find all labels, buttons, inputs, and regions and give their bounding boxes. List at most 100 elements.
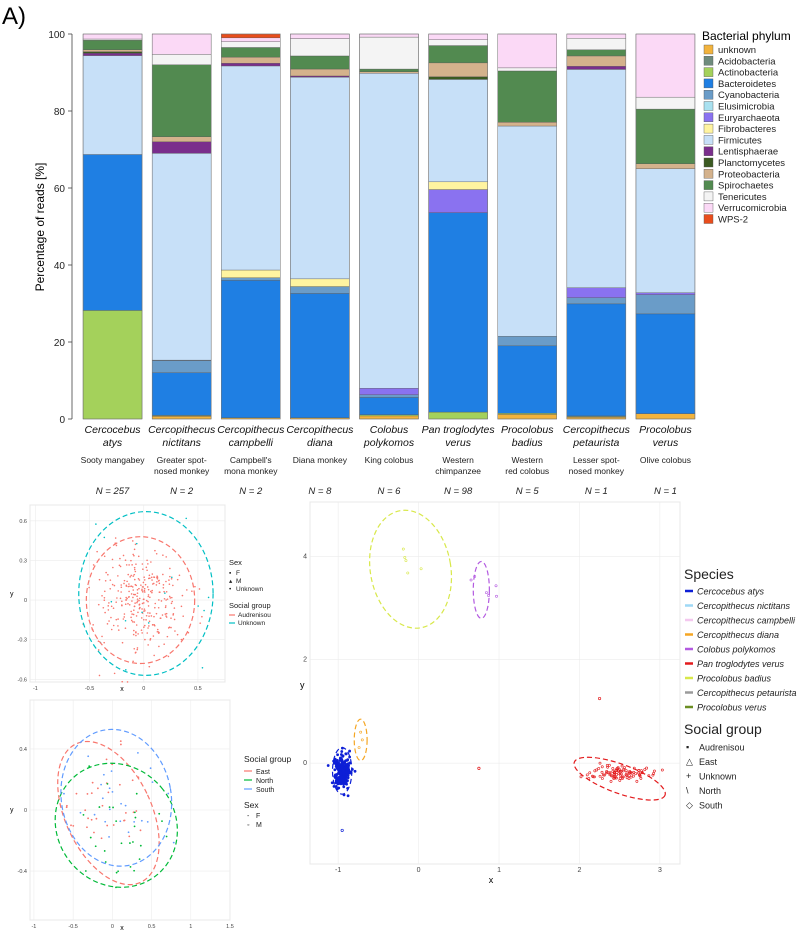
panel-b-point-audrenisou — [142, 581, 145, 584]
common-name-cercopithecus-nictitans-0: Greater spot- — [157, 455, 207, 465]
panel-c-ytick-0.4: 0.4 — [19, 747, 27, 753]
legend-label-spirochaetes: Spirochaetes — [718, 181, 774, 192]
panel-c-legend-sex-symbol-1: ◦ — [247, 822, 249, 829]
bar-cercopithecus-campbelli-bacteroidetes — [221, 280, 281, 419]
panel-d-point-cercocebus-atys — [336, 780, 340, 784]
panel-d-point-cercocebus-atys — [344, 780, 348, 784]
panel-b-point-audrenisou — [138, 599, 140, 602]
bar-cercopithecus-diana-cyanobacteria — [290, 286, 350, 294]
common-name-cercopithecus-petaurista-1: nosed monkey — [569, 466, 625, 476]
panel-c-point-north — [133, 869, 136, 872]
panel-c-point-east — [93, 831, 95, 834]
panel-b-point-audrenisou — [151, 573, 154, 575]
species-label-cercopithecus-diana-1: Cercopithecus — [286, 424, 354, 436]
panel-c-point-north — [84, 870, 87, 872]
bar-cercopithecus-campbelli-lentisphaerae — [221, 63, 281, 67]
common-name-colobus-polykomos-0: King colobus — [365, 455, 414, 465]
panel-b-point-audrenisou — [166, 598, 169, 600]
bar-colobus-polykomos-euryarchaeota — [359, 388, 419, 395]
panel-b-point-audrenisou — [143, 589, 146, 592]
panel-d-point-procolobus-badius — [419, 567, 423, 571]
bar-pan-troglodytes-verus-tenericutes — [428, 39, 488, 46]
panel-d-legend-group-south: South — [699, 801, 723, 811]
panel-b-point-audrenisou — [110, 628, 113, 631]
panel-d-point-pan-troglodytes-verus — [601, 773, 605, 777]
panel-d-point-cercocebus-atys — [342, 773, 346, 776]
panel-b-point-audrenisou — [163, 590, 165, 593]
bar-outline-cercopithecus-petaurista — [566, 33, 627, 420]
panel-c-point-north — [129, 865, 132, 868]
panel-d-point-pan-troglodytes-verus — [653, 769, 656, 773]
panel-d-point-pan-troglodytes-verus — [591, 774, 594, 778]
panel-b-point-audrenisou — [136, 598, 139, 600]
legend-label-planctomycetes: Planctomycetes — [718, 158, 785, 169]
panel-b-point-audrenisou — [148, 574, 151, 577]
panel-d-point-pan-troglodytes-verus — [612, 773, 616, 776]
panel-d-point-pan-troglodytes-verus — [608, 771, 612, 775]
panel-d-point-cercocebus-atys — [344, 752, 348, 756]
panel-b-point-audrenisou — [180, 605, 183, 608]
panel-d-legend-group-east: East — [699, 757, 718, 767]
panel-c-point-east — [86, 793, 89, 795]
panel-b-point-audrenisou — [168, 595, 171, 598]
bar-colobus-polykomos-proteobacteria — [359, 71, 419, 74]
panel-b-point-audrenisou — [111, 558, 114, 561]
panel-b-point-audrenisou — [180, 638, 183, 641]
panel-b-point-audrenisou — [143, 587, 146, 590]
panel-c-point-north — [129, 842, 131, 844]
panel-d-point-pan-troglodytes-verus — [597, 767, 601, 770]
bar-procolobus-verus-verrucomicrobia — [635, 33, 696, 98]
common-name-procolobus-badius-0: Western — [511, 455, 543, 465]
panel-d-point-cercocebus-atys — [339, 781, 343, 785]
panel-b-point-audrenisou — [147, 627, 149, 629]
panel-c-point-east — [91, 781, 94, 784]
panel-c-point-south — [108, 808, 111, 811]
panel-b-point-audrenisou — [119, 565, 122, 568]
panel-c-point-north — [117, 870, 120, 873]
panel-b-point-audrenisou — [170, 602, 173, 605]
panel-d-plot-area — [309, 501, 681, 865]
panel-a-ylabel: Percentage of reads [%] — [33, 163, 47, 292]
panel-c-point-east — [120, 743, 122, 746]
panel-d-point-pan-troglodytes-verus — [600, 777, 604, 780]
panel-b-point-audrenisou — [199, 622, 202, 624]
panel-d-ytick-0: 0 — [303, 760, 307, 767]
panel-d-point-cercocebus-atys — [336, 772, 340, 776]
panel-b-point-unknown — [197, 605, 199, 607]
panel-c-point-south — [102, 773, 105, 776]
bar-cercopithecus-petaurista-lentisphaerae — [566, 66, 627, 70]
panel-b-point-audrenisou — [135, 651, 137, 654]
common-name-cercopithecus-petaurista-0: Lesser spot- — [573, 455, 620, 465]
panel-d-legend-species-cercopithecus-diana: Cercopithecus diana — [697, 630, 779, 640]
species-label-cercopithecus-petaurista-2: petaurista — [572, 437, 619, 449]
panel-d-point-cercocebus-atys — [335, 766, 339, 770]
panel-b-point-audrenisou — [127, 585, 130, 588]
panel-b-legend-sex-title: Sex — [229, 558, 242, 567]
panel-b-point-unknown — [203, 609, 205, 612]
panel-b-point-audrenisou — [110, 605, 113, 608]
panel-b-point-audrenisou — [131, 613, 133, 615]
bar-cercopithecus-diana-fibrobacteres — [290, 278, 350, 287]
panel-d-point-cercocebus-atys — [346, 794, 350, 798]
panel-c-point-north — [98, 806, 101, 808]
panel-b-point-audrenisou — [108, 620, 110, 622]
bar-cercopithecus-campbelli-firmicutes — [221, 65, 281, 271]
panel-c-point-east — [65, 806, 68, 809]
panel-b-point-audrenisou — [130, 585, 133, 588]
bar-procolobus-verus-cyanobacteria — [635, 294, 696, 315]
panel-b-point-audrenisou — [134, 602, 136, 604]
bar-pan-troglodytes-verus-firmicutes — [428, 79, 488, 183]
panel-d-point-pan-troglodytes-verus — [598, 761, 602, 765]
panel-b-point-audrenisou — [122, 618, 125, 620]
panel-d-point-pan-troglodytes-verus — [585, 773, 589, 777]
bar-cercocebus-atys-firmicutes — [82, 55, 143, 155]
panel-b-point-audrenisou — [152, 635, 155, 637]
panel-b-point-audrenisou — [143, 624, 146, 627]
panel-c-scatter: -1 -0.5 0 0.5 1 1.5 0.4 0 -0.4 — [18, 700, 234, 930]
n-label-cercopithecus-diana: N = 8 — [308, 486, 332, 497]
legend-swatch-bacteroidetes — [703, 78, 714, 89]
panel-b-xtick-0.5: 0.5 — [194, 686, 202, 692]
panel-c-point-east — [118, 783, 121, 786]
species-label-colobus-polykomos-2: polykomos — [363, 437, 415, 449]
panel-b-point-audrenisou — [146, 569, 148, 572]
